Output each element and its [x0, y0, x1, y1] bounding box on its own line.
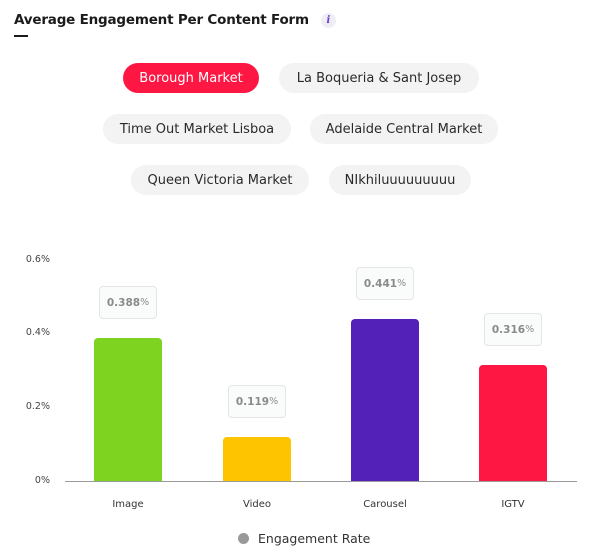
bar-carousel[interactable] [351, 319, 419, 481]
value-suffix: % [269, 396, 279, 407]
x-tick-label: Carousel [363, 499, 407, 510]
filter-pill-label: Time Out Market Lisboa [119, 121, 275, 137]
value-suffix: % [525, 324, 535, 335]
bar-igtv[interactable] [479, 365, 547, 481]
x-axis-line [65, 481, 577, 482]
legend-marker-icon [238, 533, 249, 544]
filter-pill-label: Queen Victoria Market [147, 172, 293, 188]
filter-pill-la-boqueria[interactable]: La Boqueria & Sant Josep [279, 63, 479, 93]
filter-pill-time-out-market-lisboa[interactable]: Time Out Market Lisboa [103, 114, 291, 144]
filter-pill-label: Borough Market [139, 70, 243, 86]
x-tick-label: Image [112, 499, 144, 510]
value-label-carousel: 0.441% [356, 267, 414, 300]
value-text: 0.441 [363, 277, 398, 290]
bar-video[interactable] [223, 437, 291, 481]
bar-image[interactable] [94, 338, 162, 481]
filter-pill-adelaide-central-market[interactable]: Adelaide Central Market [310, 114, 498, 144]
filter-pill-borough-market[interactable]: Borough Market [123, 63, 259, 93]
value-suffix: % [140, 297, 150, 308]
value-text: 0.316 [491, 323, 526, 336]
value-label-video: 0.119% [228, 385, 286, 418]
x-tick-label: IGTV [501, 499, 525, 510]
legend-item-engagement-rate[interactable]: Engagement Rate [238, 531, 370, 546]
y-tick-label: 0.2% [25, 401, 50, 412]
filter-pill-nikhil[interactable]: NIkhiluuuuuuuuu [329, 165, 471, 195]
info-icon[interactable]: i [320, 12, 336, 28]
x-tick-label: Video [242, 499, 272, 510]
y-tick-label: 0.4% [25, 327, 50, 338]
value-label-image: 0.388% [99, 286, 157, 319]
y-tick-label: 0% [34, 475, 50, 486]
value-label-igtv: 0.316% [484, 313, 542, 346]
value-text: 0.388 [106, 296, 141, 309]
y-tick-label: 0.6% [25, 254, 50, 265]
chart-title: Average Engagement Per Content Form [14, 12, 309, 28]
value-text: 0.119 [235, 395, 270, 408]
legend-label: Engagement Rate [258, 531, 371, 546]
title-underline [14, 35, 28, 37]
value-suffix: % [397, 278, 407, 289]
filter-pill-label: Adelaide Central Market [325, 121, 483, 137]
filter-pill-queen-victoria-market[interactable]: Queen Victoria Market [131, 165, 309, 195]
chart-header: Average Engagement Per Content Form i [14, 12, 336, 28]
filter-pill-label: NIkhiluuuuuuuuu [344, 172, 456, 188]
filter-pill-label: La Boqueria & Sant Josep [296, 70, 462, 86]
